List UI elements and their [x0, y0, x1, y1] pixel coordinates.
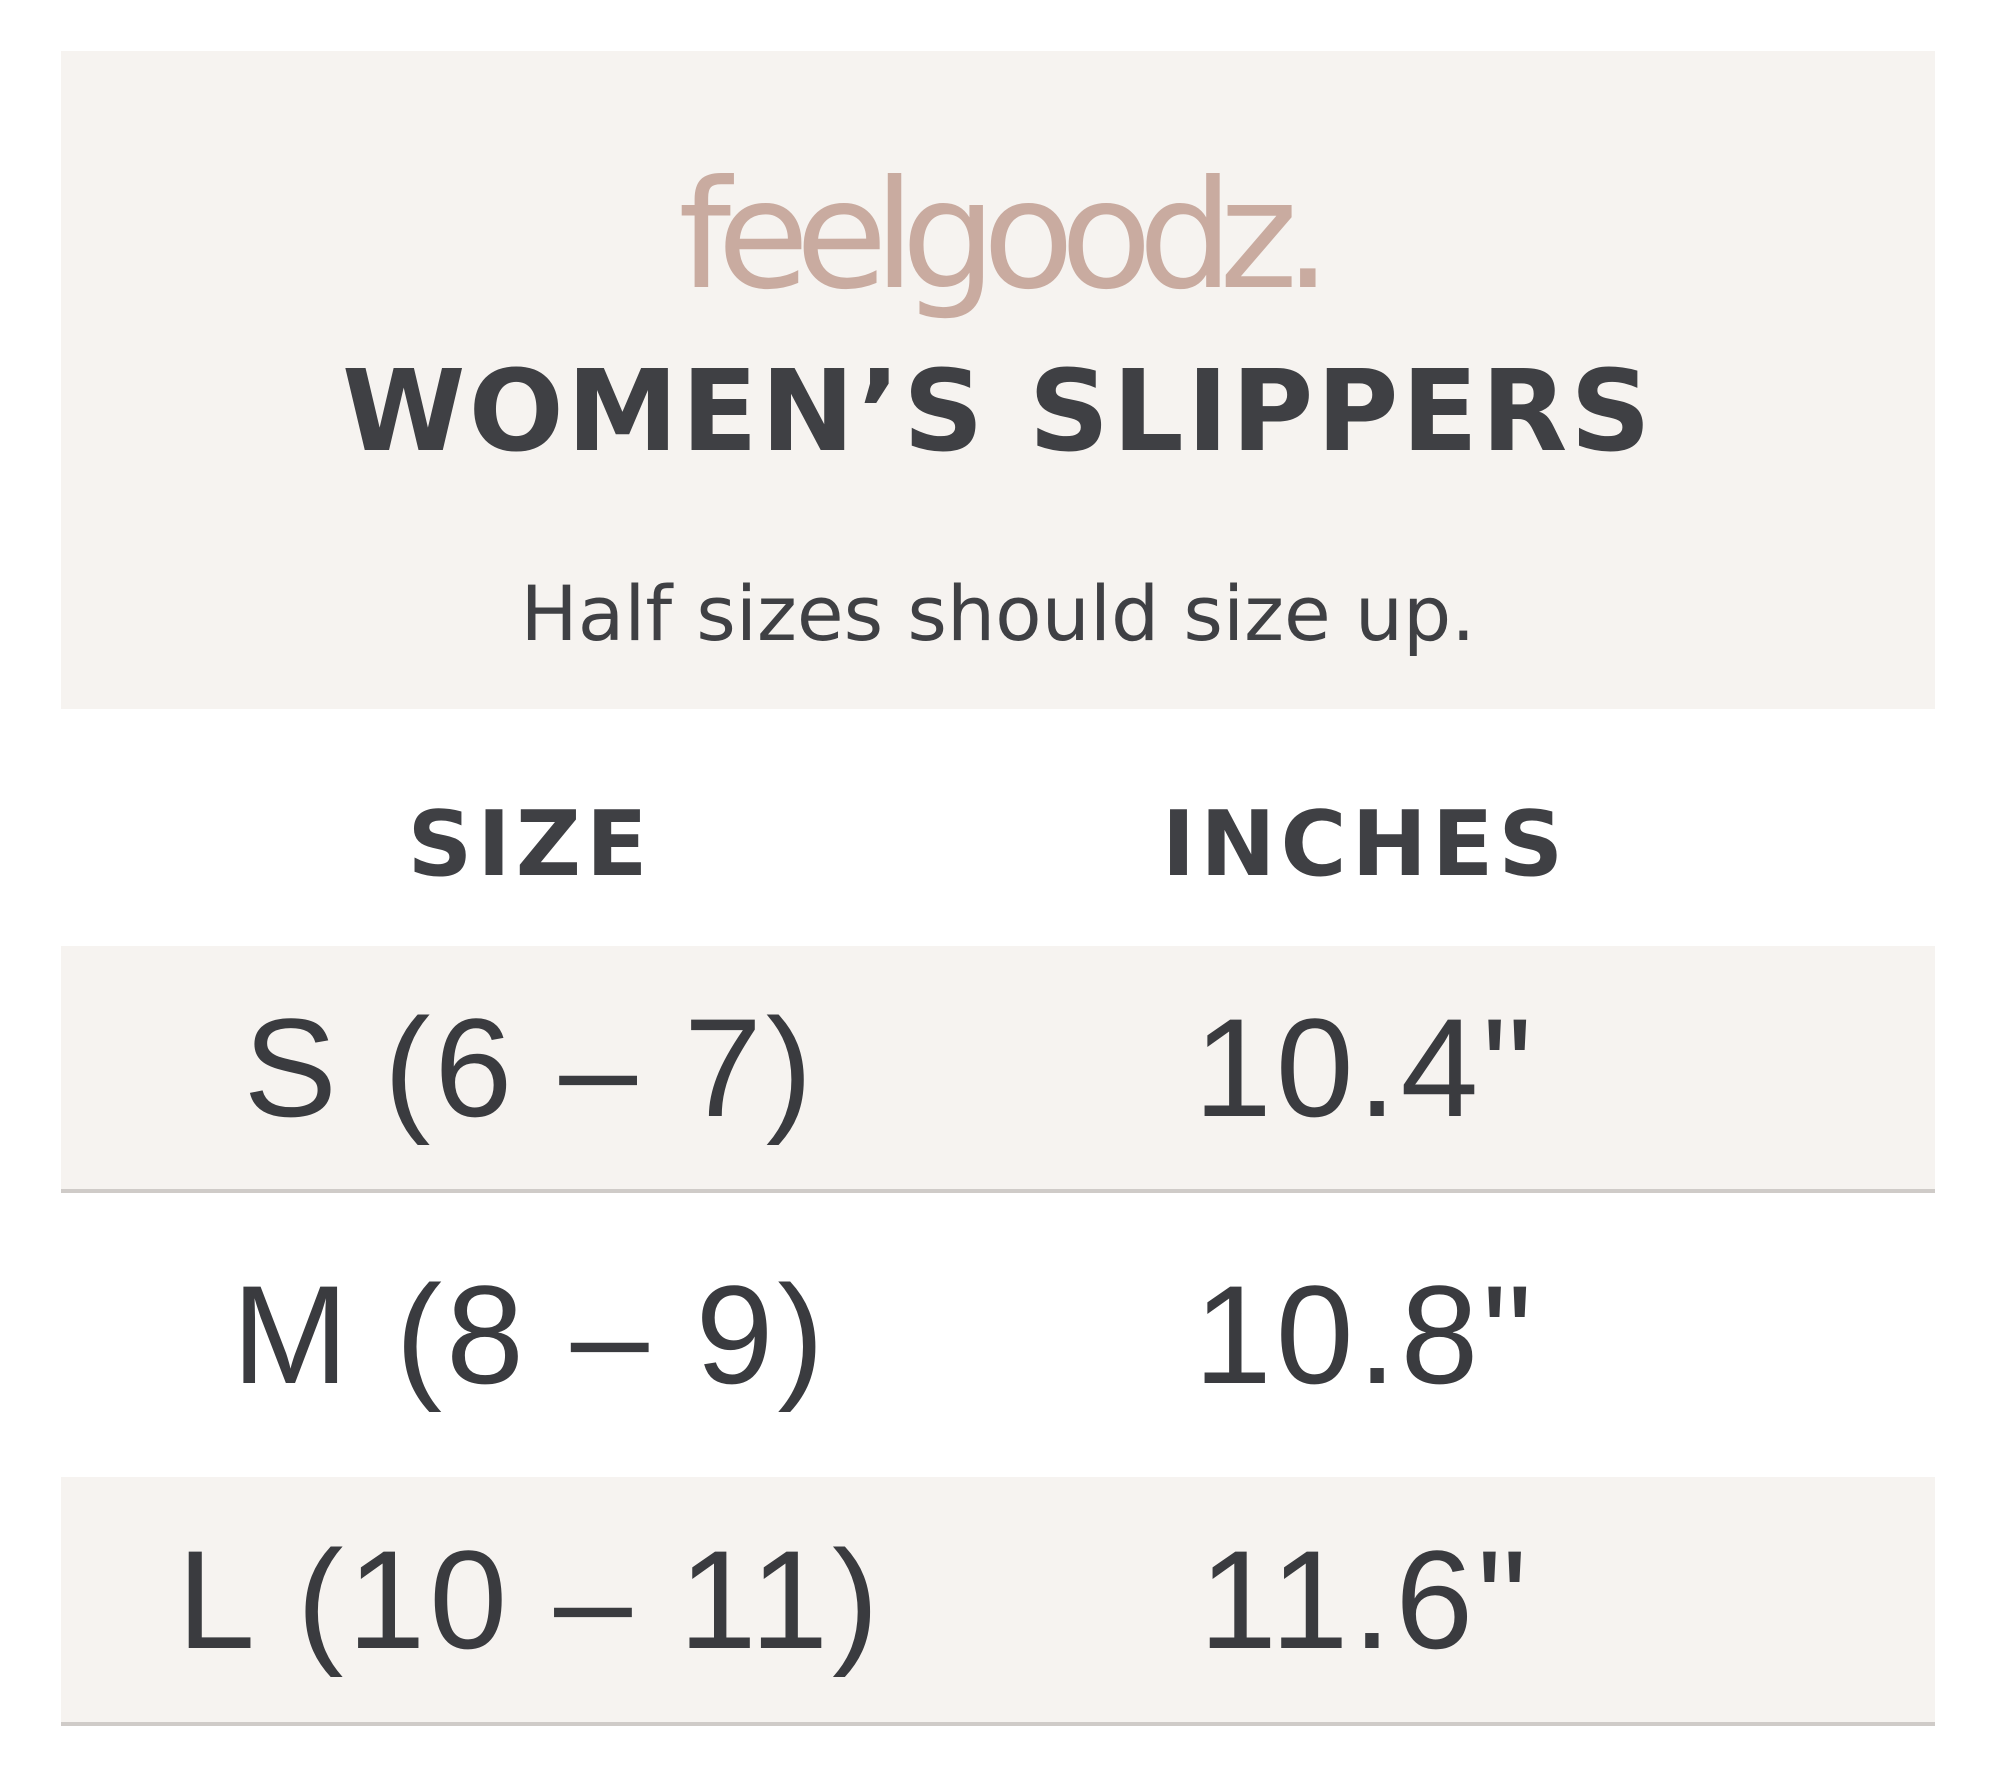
row-divider [61, 1722, 1935, 1726]
header-panel: feelgoodz. WOMEN’S SLIPPERS Half sizes s… [61, 51, 1935, 709]
size-cell: L (10 – 11) [177, 1520, 883, 1678]
size-cell: M (8 – 9) [231, 1256, 829, 1413]
inches-cell: 10.4" [1193, 988, 1537, 1146]
column-header-inches: INCHES [1161, 792, 1569, 897]
column-header-size: SIZE [407, 792, 653, 897]
brand-logo: feelgoodz. [678, 149, 1331, 323]
size-cell: S (6 – 7) [243, 988, 817, 1146]
inches-cell: 10.8" [1193, 1256, 1537, 1413]
row-divider [61, 1189, 1935, 1193]
subtitle: Half sizes should size up. [520, 569, 1476, 658]
table-row: S (6 – 7) 10.4" [61, 946, 1935, 1193]
table-row: L (10 – 11) 11.6" [61, 1477, 1935, 1726]
page-title: WOMEN’S SLIPPERS [342, 347, 1654, 477]
inches-cell: 11.6" [1199, 1520, 1531, 1678]
table-row: M (8 – 9) 10.8" [61, 1193, 1935, 1477]
